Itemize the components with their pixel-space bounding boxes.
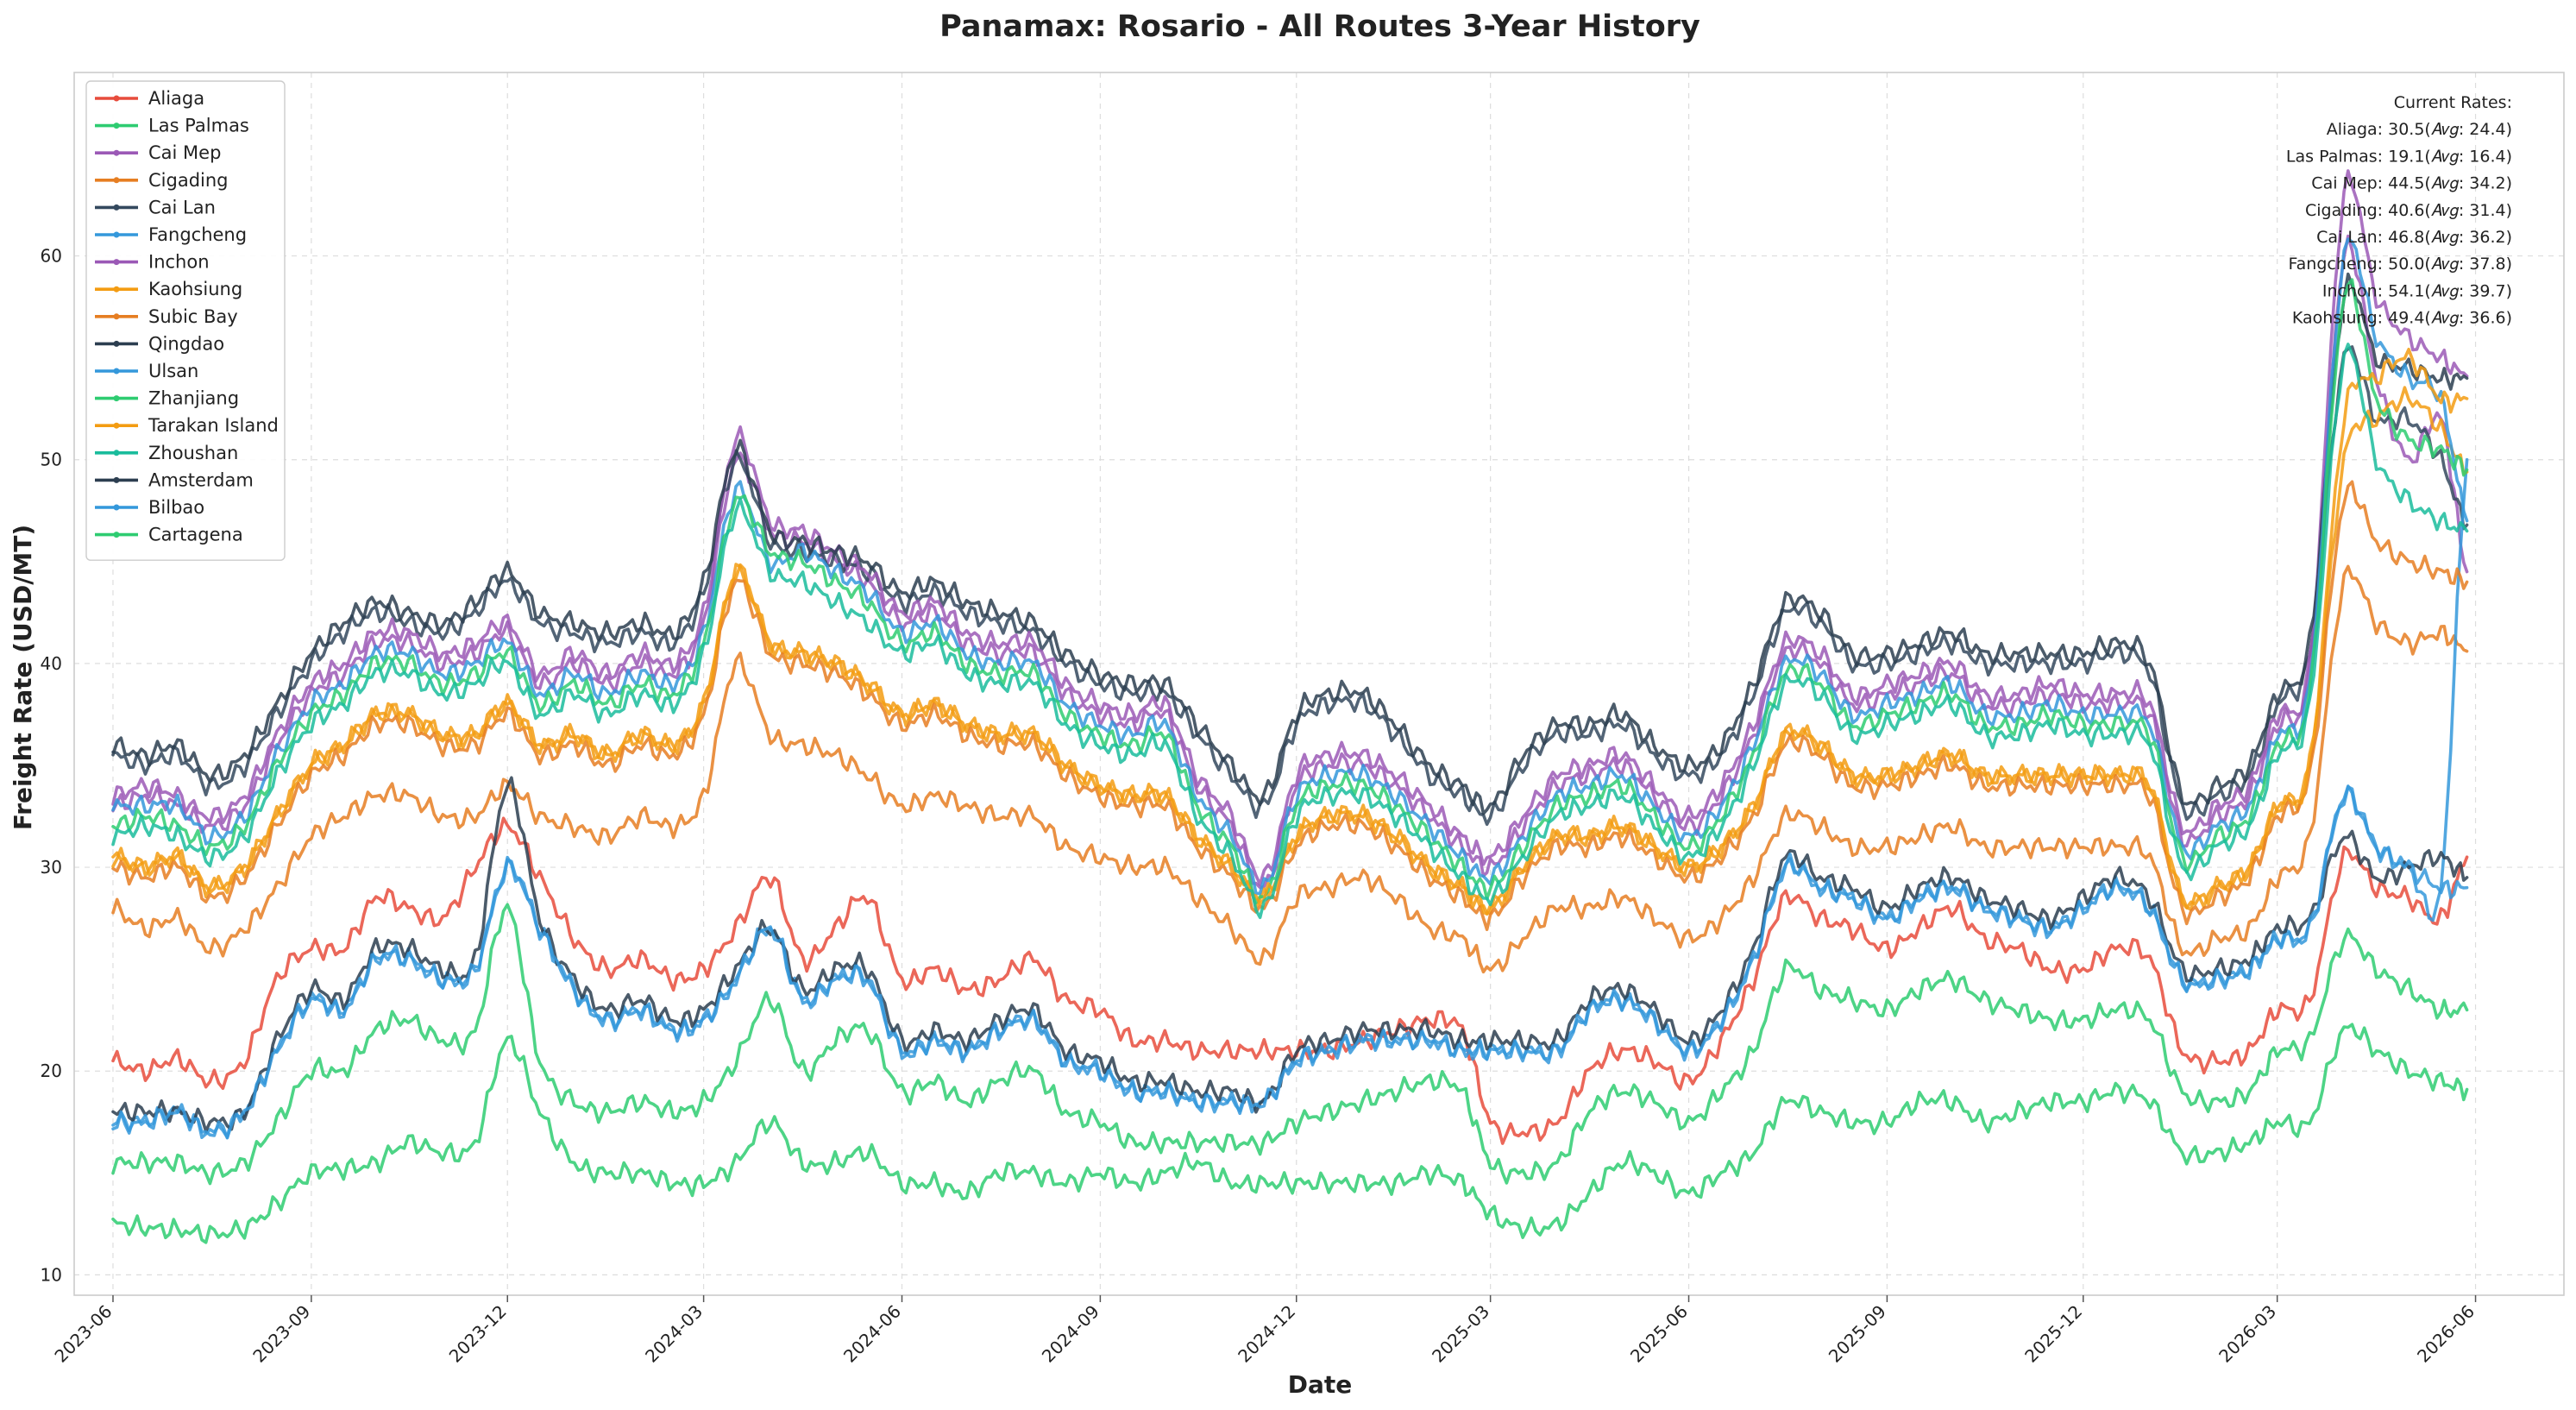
x-tick-label: 2023-09 <box>248 1301 314 1367</box>
x-tick-label: 2025-12 <box>2020 1301 2086 1367</box>
x-tick-label: 2025-06 <box>1626 1301 1692 1367</box>
series-line-inchon <box>111 169 2469 886</box>
legend-label: Fangcheng <box>148 224 247 245</box>
series-line-bilbao <box>111 785 2469 1140</box>
y-tick-label: 10 <box>41 1264 62 1285</box>
series-line-cai-lan <box>111 345 2469 827</box>
x-tick-label: 2026-06 <box>2413 1301 2479 1367</box>
series-line-cigading <box>111 564 2469 974</box>
x-tick-label: 2024-12 <box>1234 1301 1299 1367</box>
y-tick-label: 40 <box>41 653 62 674</box>
legend-marker <box>113 504 120 511</box>
x-tick-label: 2024-03 <box>641 1301 707 1367</box>
x-tick-label: 2024-09 <box>1038 1301 1103 1367</box>
series-line-tarakan-island <box>111 347 2469 916</box>
legend-label: Tarakan Island <box>148 415 279 436</box>
legend-label: Las Palmas <box>148 116 249 136</box>
y-tick-label: 30 <box>41 857 62 878</box>
series-line-amsterdam <box>111 776 2469 1133</box>
current-rate-line: Fangcheng: 50.0(𝐴𝑣𝑔: 37.8) <box>2288 255 2512 274</box>
current-rates-annotation: Current Rates: Aliaga: 30.5(𝐴𝑣𝑔: 24.4) Las… <box>2286 93 2512 328</box>
y-tick-label: 50 <box>41 450 62 470</box>
legend-box <box>85 80 286 561</box>
x-axis-label: Date <box>1288 1370 1353 1399</box>
legend-label: Zhanjiang <box>148 388 239 409</box>
legend-label: Cai Lan <box>148 197 216 217</box>
current-rates-heading: Current Rates: <box>2394 93 2512 112</box>
series-line-zhanjiang <box>111 278 2469 904</box>
legend-marker <box>113 177 120 184</box>
series-lines <box>111 169 2469 1244</box>
legend-label: Amsterdam <box>148 469 254 490</box>
y-tick-label: 60 <box>41 246 62 267</box>
legend-marker <box>113 286 120 293</box>
x-tick-label: 2026-03 <box>2215 1301 2280 1367</box>
current-rate-line: Las Palmas: 19.1(𝐴𝑣𝑔: 16.4) <box>2286 147 2512 166</box>
plot-frame <box>73 72 2565 1296</box>
series-line-qingdao <box>111 272 2469 815</box>
legend-label: Subic Bay <box>148 306 238 327</box>
series-line-fangcheng <box>111 457 2469 1139</box>
series-line-las-palmas <box>111 1023 2469 1244</box>
legend-label: Bilbao <box>148 497 204 518</box>
legend-marker <box>113 204 120 211</box>
legend-marker <box>113 395 120 402</box>
legend-label: Cai Mep <box>148 142 221 163</box>
series-line-zhoushan <box>111 343 2469 920</box>
legend-marker <box>113 149 120 156</box>
legend-marker <box>113 340 120 347</box>
series-line-cartagena <box>111 903 2469 1186</box>
legend-marker <box>113 259 120 266</box>
x-tick-label: 2025-03 <box>1428 1301 1493 1367</box>
chart-title: Panamax: Rosario - All Routes 3-Year His… <box>939 9 1700 44</box>
legend-marker <box>113 123 120 129</box>
x-tick-label: 2023-12 <box>445 1301 511 1367</box>
legend-marker <box>113 450 120 456</box>
current-rate-line: Cigading: 40.6(𝐴𝑣𝑔: 31.4) <box>2305 201 2512 220</box>
legend-label: Cartagena <box>148 525 243 545</box>
y-axis: 10 20 30 40 50 60 <box>41 246 62 1286</box>
x-axis: 2023-06 2023-09 2023-12 2024-03 2024-06 2024-… <box>50 1295 2479 1367</box>
legend-marker <box>113 532 120 538</box>
legend-marker <box>113 313 120 320</box>
legend-marker <box>113 95 120 102</box>
current-rate-line: Cai Lan: 46.8(𝐴𝑣𝑔: 36.2) <box>2316 228 2512 247</box>
x-tick-label: 2024-06 <box>839 1301 905 1367</box>
legend-marker <box>113 422 120 429</box>
current-rate-line: Inchon: 54.1(𝐴𝑣𝑔: 39.7) <box>2322 281 2512 300</box>
current-rate-line: Aliaga: 30.5(𝐴𝑣𝑔: 24.4) <box>2327 120 2512 139</box>
current-rate-line: Cai Mep: 44.5(𝐴𝑣𝑔: 34.2) <box>2311 174 2512 193</box>
legend-label: Cigading <box>148 170 229 191</box>
legend-label: Kaohsiung <box>148 279 242 299</box>
current-rate-line: Kaohsiung: 49.4(𝐴𝑣𝑔: 36.6) <box>2292 309 2512 328</box>
legend-marker <box>113 368 120 375</box>
x-tick-label: 2025-09 <box>1825 1301 1890 1367</box>
legend-label: Aliaga <box>148 88 204 109</box>
legend-marker <box>113 231 120 238</box>
legend-label: Inchon <box>148 252 210 273</box>
grid <box>74 72 2564 1295</box>
legend-label: Ulsan <box>148 361 198 381</box>
x-tick-label: 2023-06 <box>50 1301 116 1367</box>
legend-label: Zhoushan <box>148 443 238 463</box>
legend-marker <box>113 476 120 483</box>
legend: Aliaga Las Palmas Cai Mep Cigading Cai Lan Fa… <box>85 80 286 561</box>
series-line-subic-bay <box>111 480 2469 931</box>
y-axis-label: Freight Rate (USD/MT) <box>9 525 37 830</box>
legend-label: Qingdao <box>148 333 224 354</box>
y-tick-label: 20 <box>41 1061 62 1081</box>
